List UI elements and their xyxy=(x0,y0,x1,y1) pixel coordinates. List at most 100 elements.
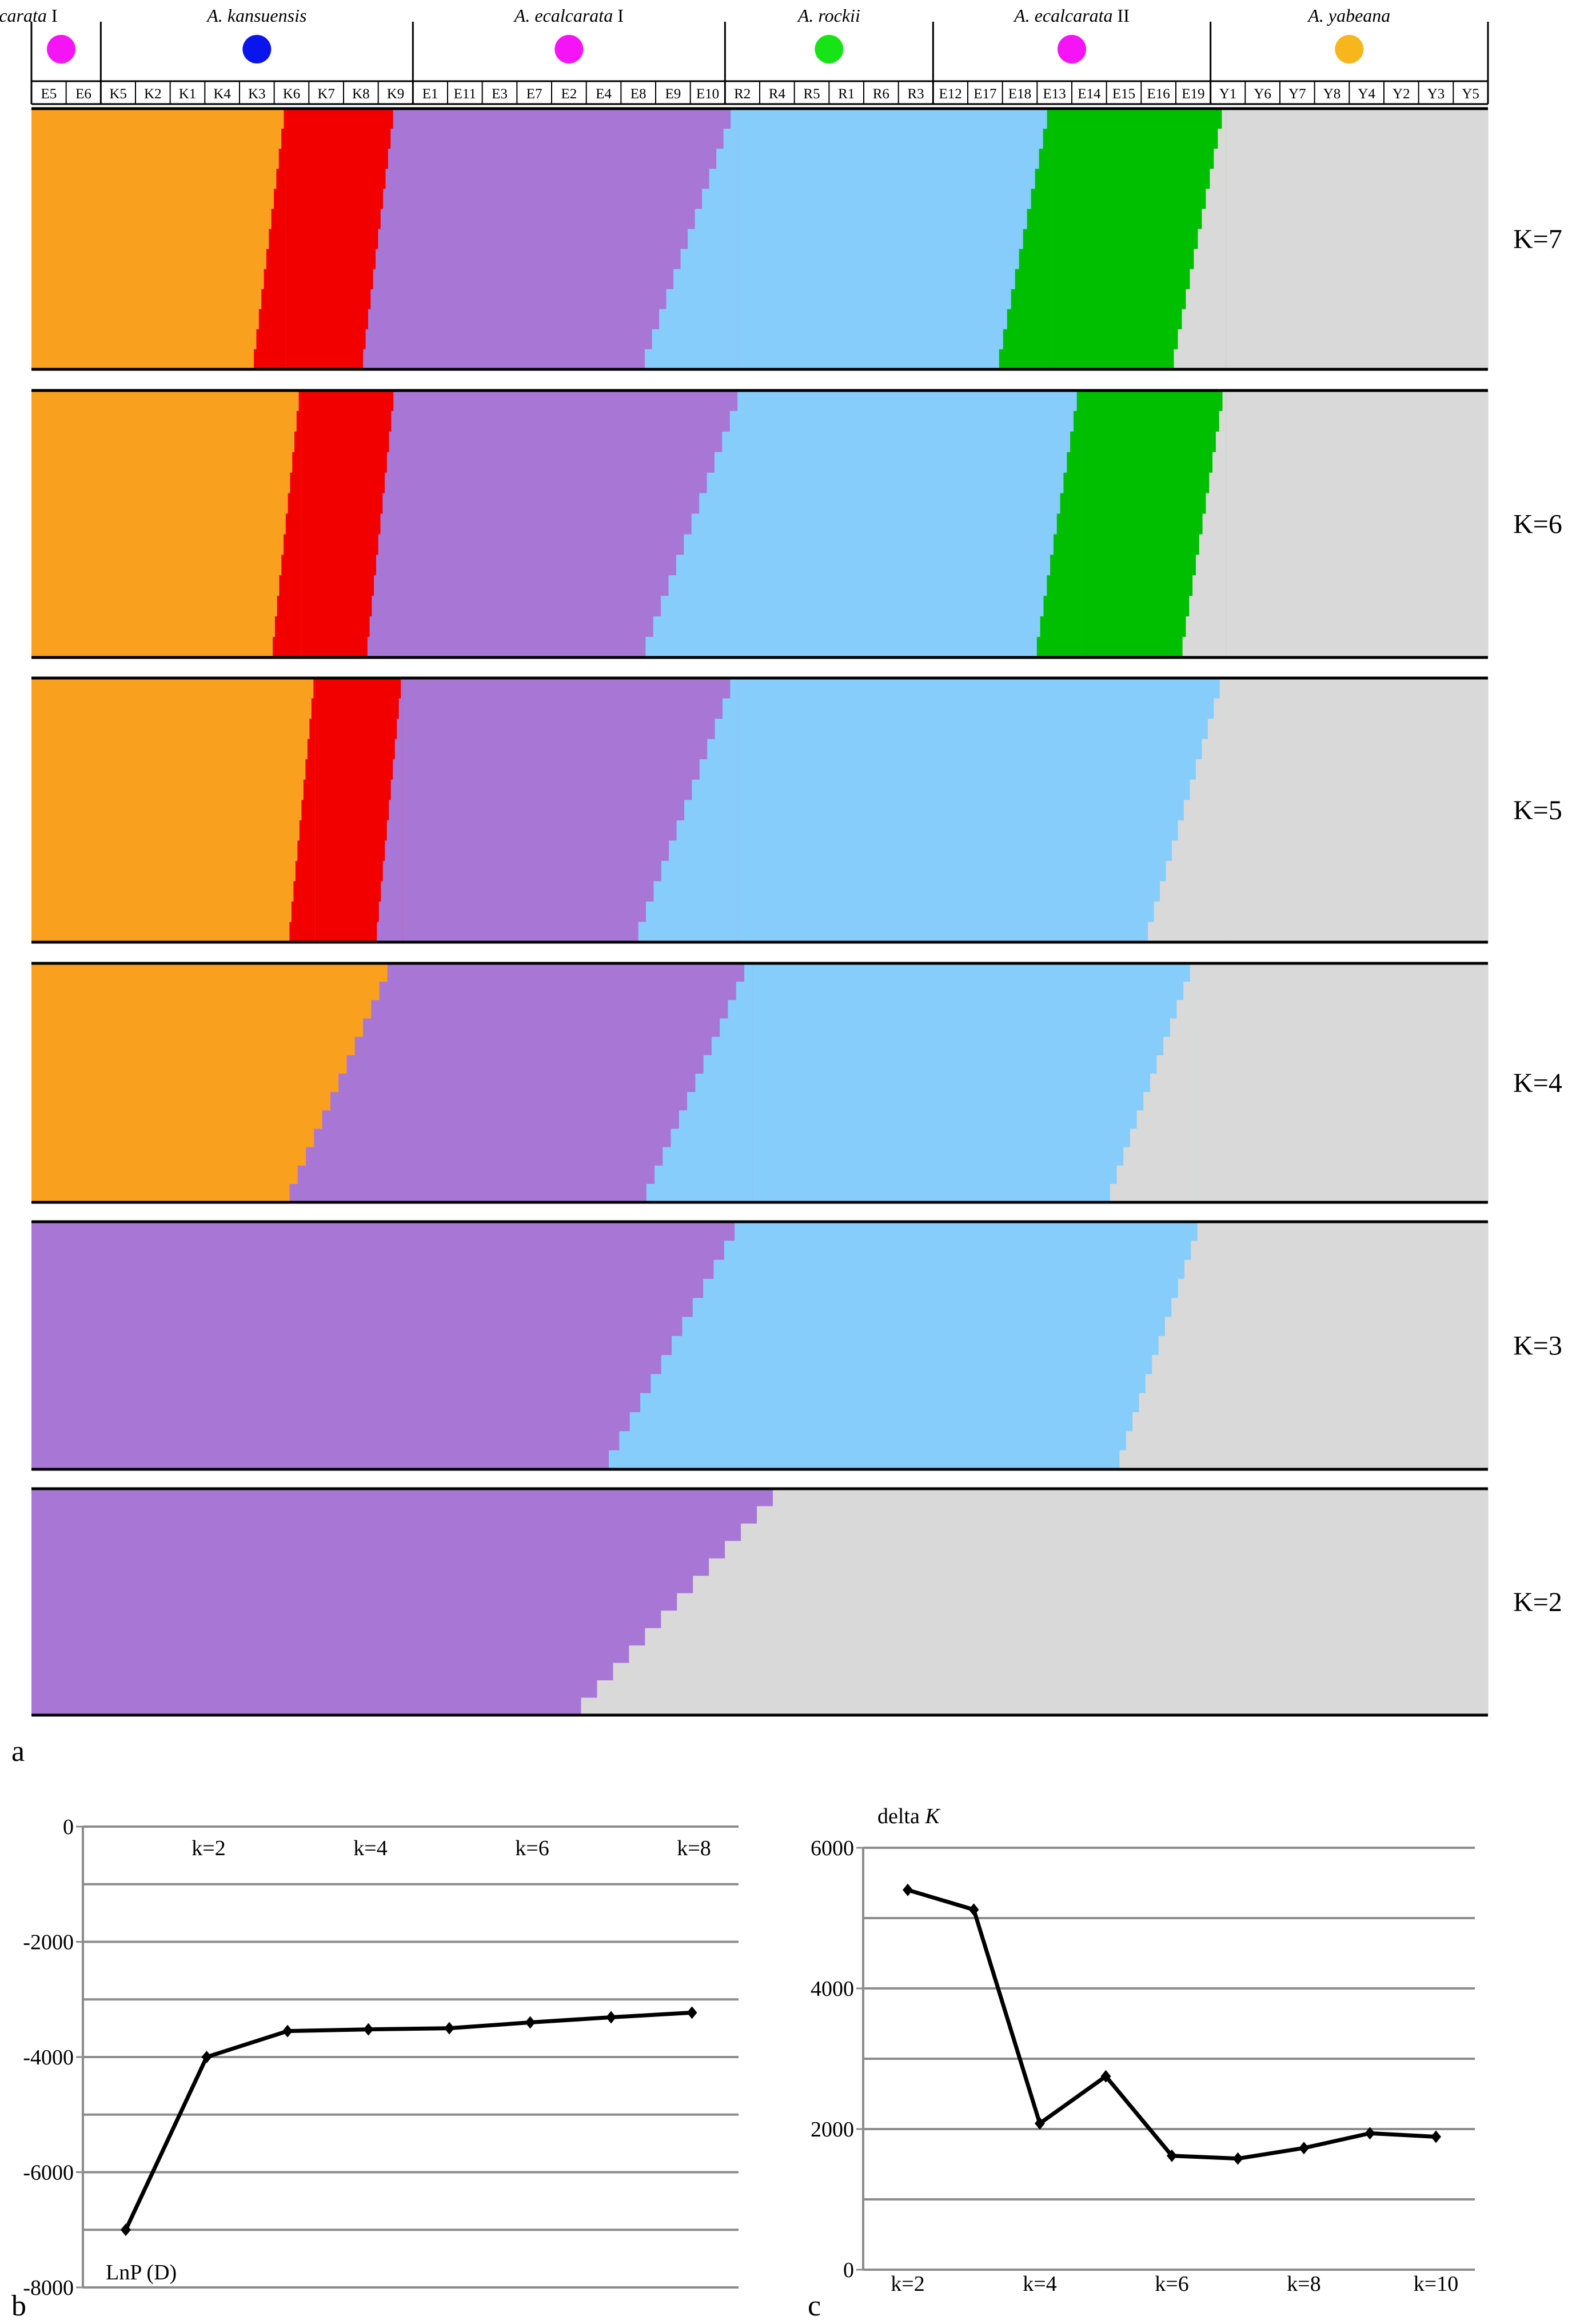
k-row-label: K=7 xyxy=(1513,224,1562,254)
population-code: Y2 xyxy=(1393,86,1410,102)
population-code: E2 xyxy=(561,86,577,102)
population-code: R5 xyxy=(803,86,820,102)
ancestry-block-orange xyxy=(31,390,301,657)
admixture-edge xyxy=(995,109,1051,369)
group-name: A. yabeana xyxy=(1307,5,1390,26)
population-code: E13 xyxy=(1043,86,1066,102)
admixture-edge xyxy=(1113,1222,1204,1469)
population-code: Y1 xyxy=(1219,86,1237,102)
population-code: E11 xyxy=(454,86,476,102)
x-tick-label: k=10 xyxy=(1414,2272,1458,2296)
data-point xyxy=(363,2023,374,2036)
population-code: R3 xyxy=(907,86,924,102)
admixture-edge xyxy=(1142,678,1226,942)
population-code: R4 xyxy=(769,86,786,102)
admixture-edge xyxy=(287,678,316,942)
population-code: E4 xyxy=(596,86,612,102)
admixture-edge xyxy=(1170,109,1226,369)
data-point xyxy=(1232,2152,1243,2165)
population-code: E8 xyxy=(631,86,647,102)
population-code: Y6 xyxy=(1254,86,1271,102)
admixture-edge xyxy=(374,678,403,942)
group-marker-dot xyxy=(815,35,844,63)
population-code: R1 xyxy=(838,86,855,102)
y-axis-title: LnP (D) xyxy=(106,2261,177,2285)
ancestry-block-gray xyxy=(788,1489,1489,1715)
structure-row: K=6 xyxy=(31,389,1562,659)
structure-row: K=3 xyxy=(31,1220,1562,1471)
population-code: K4 xyxy=(213,86,231,102)
admixture-edge xyxy=(281,963,396,1202)
ancestry-block-gray xyxy=(1226,678,1489,942)
y-tick-label: -8000 xyxy=(23,2276,74,2300)
admixture-edge xyxy=(1179,390,1226,657)
data-point xyxy=(1431,2130,1441,2143)
population-code: E6 xyxy=(75,86,91,102)
structure-row: K=2 xyxy=(31,1487,1562,1717)
population-code: K6 xyxy=(283,86,301,102)
data-point xyxy=(1299,2142,1309,2155)
x-tick-label: k=8 xyxy=(677,1836,711,1860)
group-marker-dot xyxy=(1058,35,1086,63)
group-marker-dot xyxy=(554,35,584,63)
population-code: E1 xyxy=(422,86,438,102)
x-tick-label: k=6 xyxy=(515,1836,549,1860)
population-code: E16 xyxy=(1147,86,1170,102)
panel-label-c: c xyxy=(808,2290,821,2322)
y-tick-label: 0 xyxy=(63,1815,74,1839)
admixture-edge xyxy=(637,109,738,369)
x-tick-label: k=4 xyxy=(1023,2272,1056,2296)
admixture-edge xyxy=(637,390,745,657)
group-name: A. kansuensis xyxy=(206,5,306,26)
admixture-edge xyxy=(251,109,286,369)
data-point xyxy=(282,2024,293,2038)
panel-label-a: a xyxy=(11,1735,25,1768)
admixture-edge xyxy=(598,1222,745,1469)
ancestry-block-lightblue xyxy=(752,963,1197,1202)
admixture-edge xyxy=(270,390,301,657)
population-code: Y8 xyxy=(1323,86,1341,102)
group-name: A. ecalcarata I xyxy=(0,5,58,26)
population-code: E3 xyxy=(492,86,508,102)
population-code: E12 xyxy=(939,86,962,102)
panel-label-b: b xyxy=(11,2290,26,2322)
x-tick-label: k=6 xyxy=(1155,2272,1188,2296)
delta-k-chart: 0 2000 4000 6000 k=2 k=4 k=6 k=8 k=10 delta K xyxy=(811,1804,1475,2296)
y-tick-label: 0 xyxy=(843,2258,854,2282)
admixture-edge xyxy=(1103,963,1197,1202)
structure-row: K=5 xyxy=(31,676,1562,944)
data-point xyxy=(903,1883,913,1896)
y-tick-label: 6000 xyxy=(811,1836,854,1860)
ancestry-block-purple xyxy=(31,1222,746,1469)
data-point xyxy=(1167,2149,1177,2162)
population-code: E5 xyxy=(41,86,57,102)
y-axis-title: delta K xyxy=(877,1804,940,1828)
ancestry-block-orange xyxy=(31,109,287,369)
population-code: K5 xyxy=(109,86,127,102)
ancestry-block-gray xyxy=(1204,1222,1489,1469)
y-tick-label: 2000 xyxy=(811,2118,854,2142)
ancestry-block-gray xyxy=(1226,390,1489,657)
structure-row: K=4 xyxy=(31,962,1562,1204)
x-tick-label: k=8 xyxy=(1287,2272,1320,2296)
x-tick-label: k=2 xyxy=(891,2272,924,2296)
population-code: K9 xyxy=(387,86,405,102)
structure-plot: K=7 K=6 K=5 K=4 K=3 K=2 xyxy=(31,107,1562,1717)
data-point xyxy=(121,2223,131,2237)
population-code: Y5 xyxy=(1462,86,1479,102)
x-tick-label: k=4 xyxy=(353,1836,387,1860)
data-point xyxy=(968,1903,979,1916)
k-row-label: K=6 xyxy=(1513,509,1562,540)
group-name: A. ecalcarata I xyxy=(513,5,624,26)
data-series-line xyxy=(123,2010,692,2231)
population-code: E15 xyxy=(1112,86,1135,102)
population-code: E14 xyxy=(1078,86,1101,102)
y-tick-label: -2000 xyxy=(23,1931,74,1955)
population-code: K1 xyxy=(179,86,197,102)
population-code: K8 xyxy=(352,86,370,102)
data-series-line xyxy=(907,1888,1437,2161)
ancestry-block-lightblue xyxy=(737,109,1052,369)
data-point xyxy=(1035,2117,1045,2130)
population-code: R2 xyxy=(734,86,751,102)
